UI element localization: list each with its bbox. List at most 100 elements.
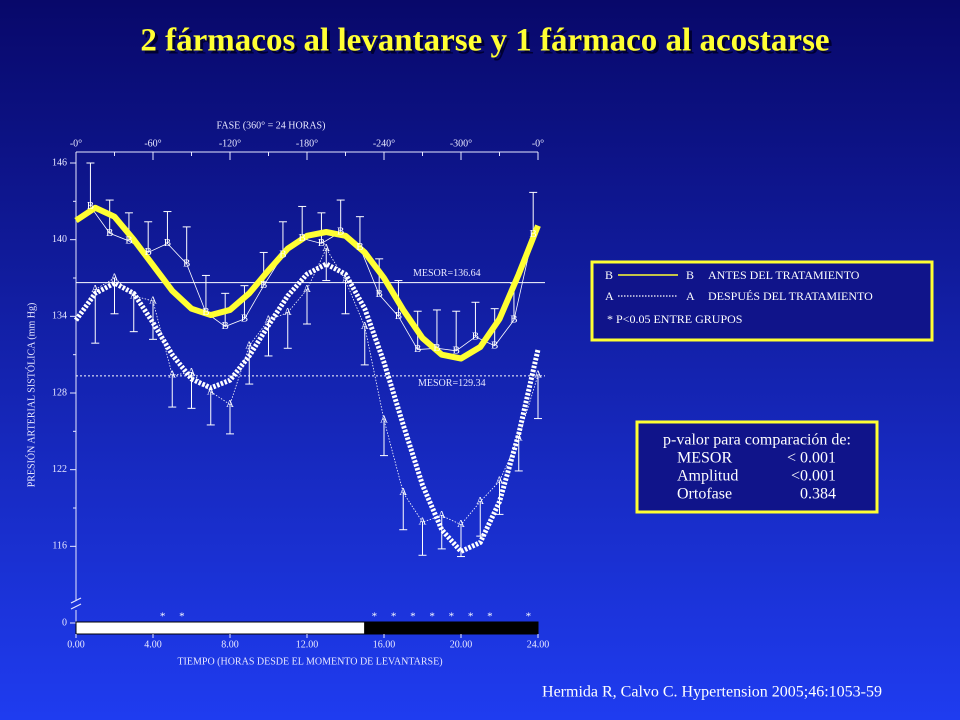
y-tick-label: 140	[52, 234, 67, 245]
title-shadow: 2 fármacos al levantarse y 1 fármaco al …	[143, 26, 832, 62]
data-point: B	[222, 320, 229, 332]
data-point: A	[188, 366, 196, 378]
significance-mark: *	[179, 611, 185, 623]
citation: Hermida R, Calvo C. Hypertension 2005;46…	[542, 684, 882, 701]
x-tick-label: 24.00	[527, 639, 550, 650]
legend-marker: A	[605, 289, 614, 303]
x-tick-label: 16.00	[373, 639, 396, 650]
legend-marker: B	[605, 268, 613, 282]
data-point: B	[106, 227, 113, 239]
data-point: B	[183, 257, 190, 269]
data-point: A	[457, 518, 465, 530]
x-tick-label: 4.00	[144, 639, 162, 650]
x-tick-label: 12.00	[296, 639, 319, 650]
significance-mark: *	[526, 611, 532, 623]
light-period	[75, 621, 366, 635]
data-point: B	[472, 330, 479, 342]
y-tick-label: 122	[52, 464, 67, 475]
data-point: A	[245, 339, 253, 351]
top-tick-label: -180°	[296, 138, 318, 149]
data-point: A	[149, 295, 157, 307]
data-point: B	[491, 339, 498, 351]
data-point: A	[168, 369, 176, 381]
data-point: B	[279, 249, 286, 261]
pvalue-title: p-valor para comparación de:	[663, 432, 851, 449]
data-point: A	[111, 272, 119, 284]
data-point: A	[130, 289, 138, 301]
data-point: B	[395, 310, 402, 322]
data-point: A	[361, 320, 369, 332]
significance-mark: *	[449, 611, 455, 623]
data-point: A	[534, 369, 542, 381]
data-point: B	[376, 288, 383, 300]
significance-mark: *	[160, 611, 166, 623]
data-point: A	[496, 475, 504, 487]
data-line	[90, 206, 534, 352]
top-axis-title: FASE (360° = 24 HORAS)	[217, 120, 326, 131]
x-tick-label: 0.00	[67, 639, 85, 650]
data-point: A	[438, 509, 446, 521]
data-point: A	[303, 283, 311, 295]
significance-mark: *	[391, 611, 397, 623]
top-tick-label: -0°	[532, 138, 544, 149]
data-point: A	[226, 398, 234, 410]
legend-marker: A	[686, 289, 695, 303]
pvalue-label: Ortofase	[677, 486, 732, 503]
legend-marker: B	[686, 268, 694, 282]
data-point: A	[322, 242, 330, 254]
pvalue-box	[635, 420, 879, 514]
data-point: A	[342, 274, 350, 286]
data-point: A	[265, 314, 273, 326]
x-axis-title: TIEMPO (HORAS DESDE EL MOMENTO DE LEVANT…	[177, 656, 442, 667]
fit-curve	[73, 261, 541, 554]
pvalue-value: 0.384	[800, 486, 836, 503]
legend-label: DESPUÉS DEL TRATAMIENTO	[708, 289, 873, 303]
data-point: A	[284, 306, 292, 318]
x-tick-label: 20.00	[450, 639, 473, 650]
top-tick-label: -0°	[70, 138, 82, 149]
top-tick-label: -60°	[144, 138, 161, 149]
data-point: B	[202, 306, 209, 318]
data-point: B	[337, 226, 344, 238]
data-point: A	[515, 431, 523, 443]
legend-label: ANTES DEL TRATAMIENTO	[708, 268, 860, 282]
mesor-label: MESOR=136.64	[413, 268, 481, 279]
data-point: B	[260, 279, 267, 291]
data-point: B	[433, 342, 440, 354]
pvalue-label: MESOR	[677, 450, 732, 467]
significance-mark: *	[410, 611, 416, 623]
data-point: A	[91, 283, 99, 295]
data-point: B	[356, 241, 363, 253]
data-point: B	[318, 237, 325, 249]
data-point: B	[145, 246, 152, 258]
y-axis-title: PRESIÓN ARTERIAL SISTÓLICA (mm Hg)	[25, 303, 37, 488]
data-point: B	[299, 232, 306, 244]
data-point: A	[476, 495, 484, 507]
data-point: B	[241, 312, 248, 324]
slide-title: 2 fármacos al levantarse y 1 fármaco al …	[140, 23, 829, 59]
y-tick-label: 128	[52, 387, 67, 398]
fit-curve	[74, 204, 541, 362]
data-point: B	[510, 314, 517, 326]
pvalue-value: <0.001	[791, 468, 836, 485]
data-point: B	[87, 200, 94, 212]
top-tick-label: -120°	[219, 138, 241, 149]
axis-break	[70, 597, 82, 610]
data-point: B	[414, 343, 421, 355]
data-point: B	[125, 234, 132, 246]
top-tick-label: -240°	[373, 138, 395, 149]
significance-mark: *	[468, 611, 474, 623]
top-tick-label: -300°	[450, 138, 472, 149]
data-point: B	[530, 228, 537, 240]
significance-mark: *	[372, 611, 378, 623]
y-tick-label: 116	[52, 541, 67, 552]
data-point: A	[380, 413, 388, 425]
data-point: A	[399, 486, 407, 498]
y-tick-label: 0	[62, 617, 67, 628]
data-point: A	[419, 516, 427, 528]
significance-mark: *	[429, 611, 435, 623]
data-point: A	[207, 385, 215, 397]
